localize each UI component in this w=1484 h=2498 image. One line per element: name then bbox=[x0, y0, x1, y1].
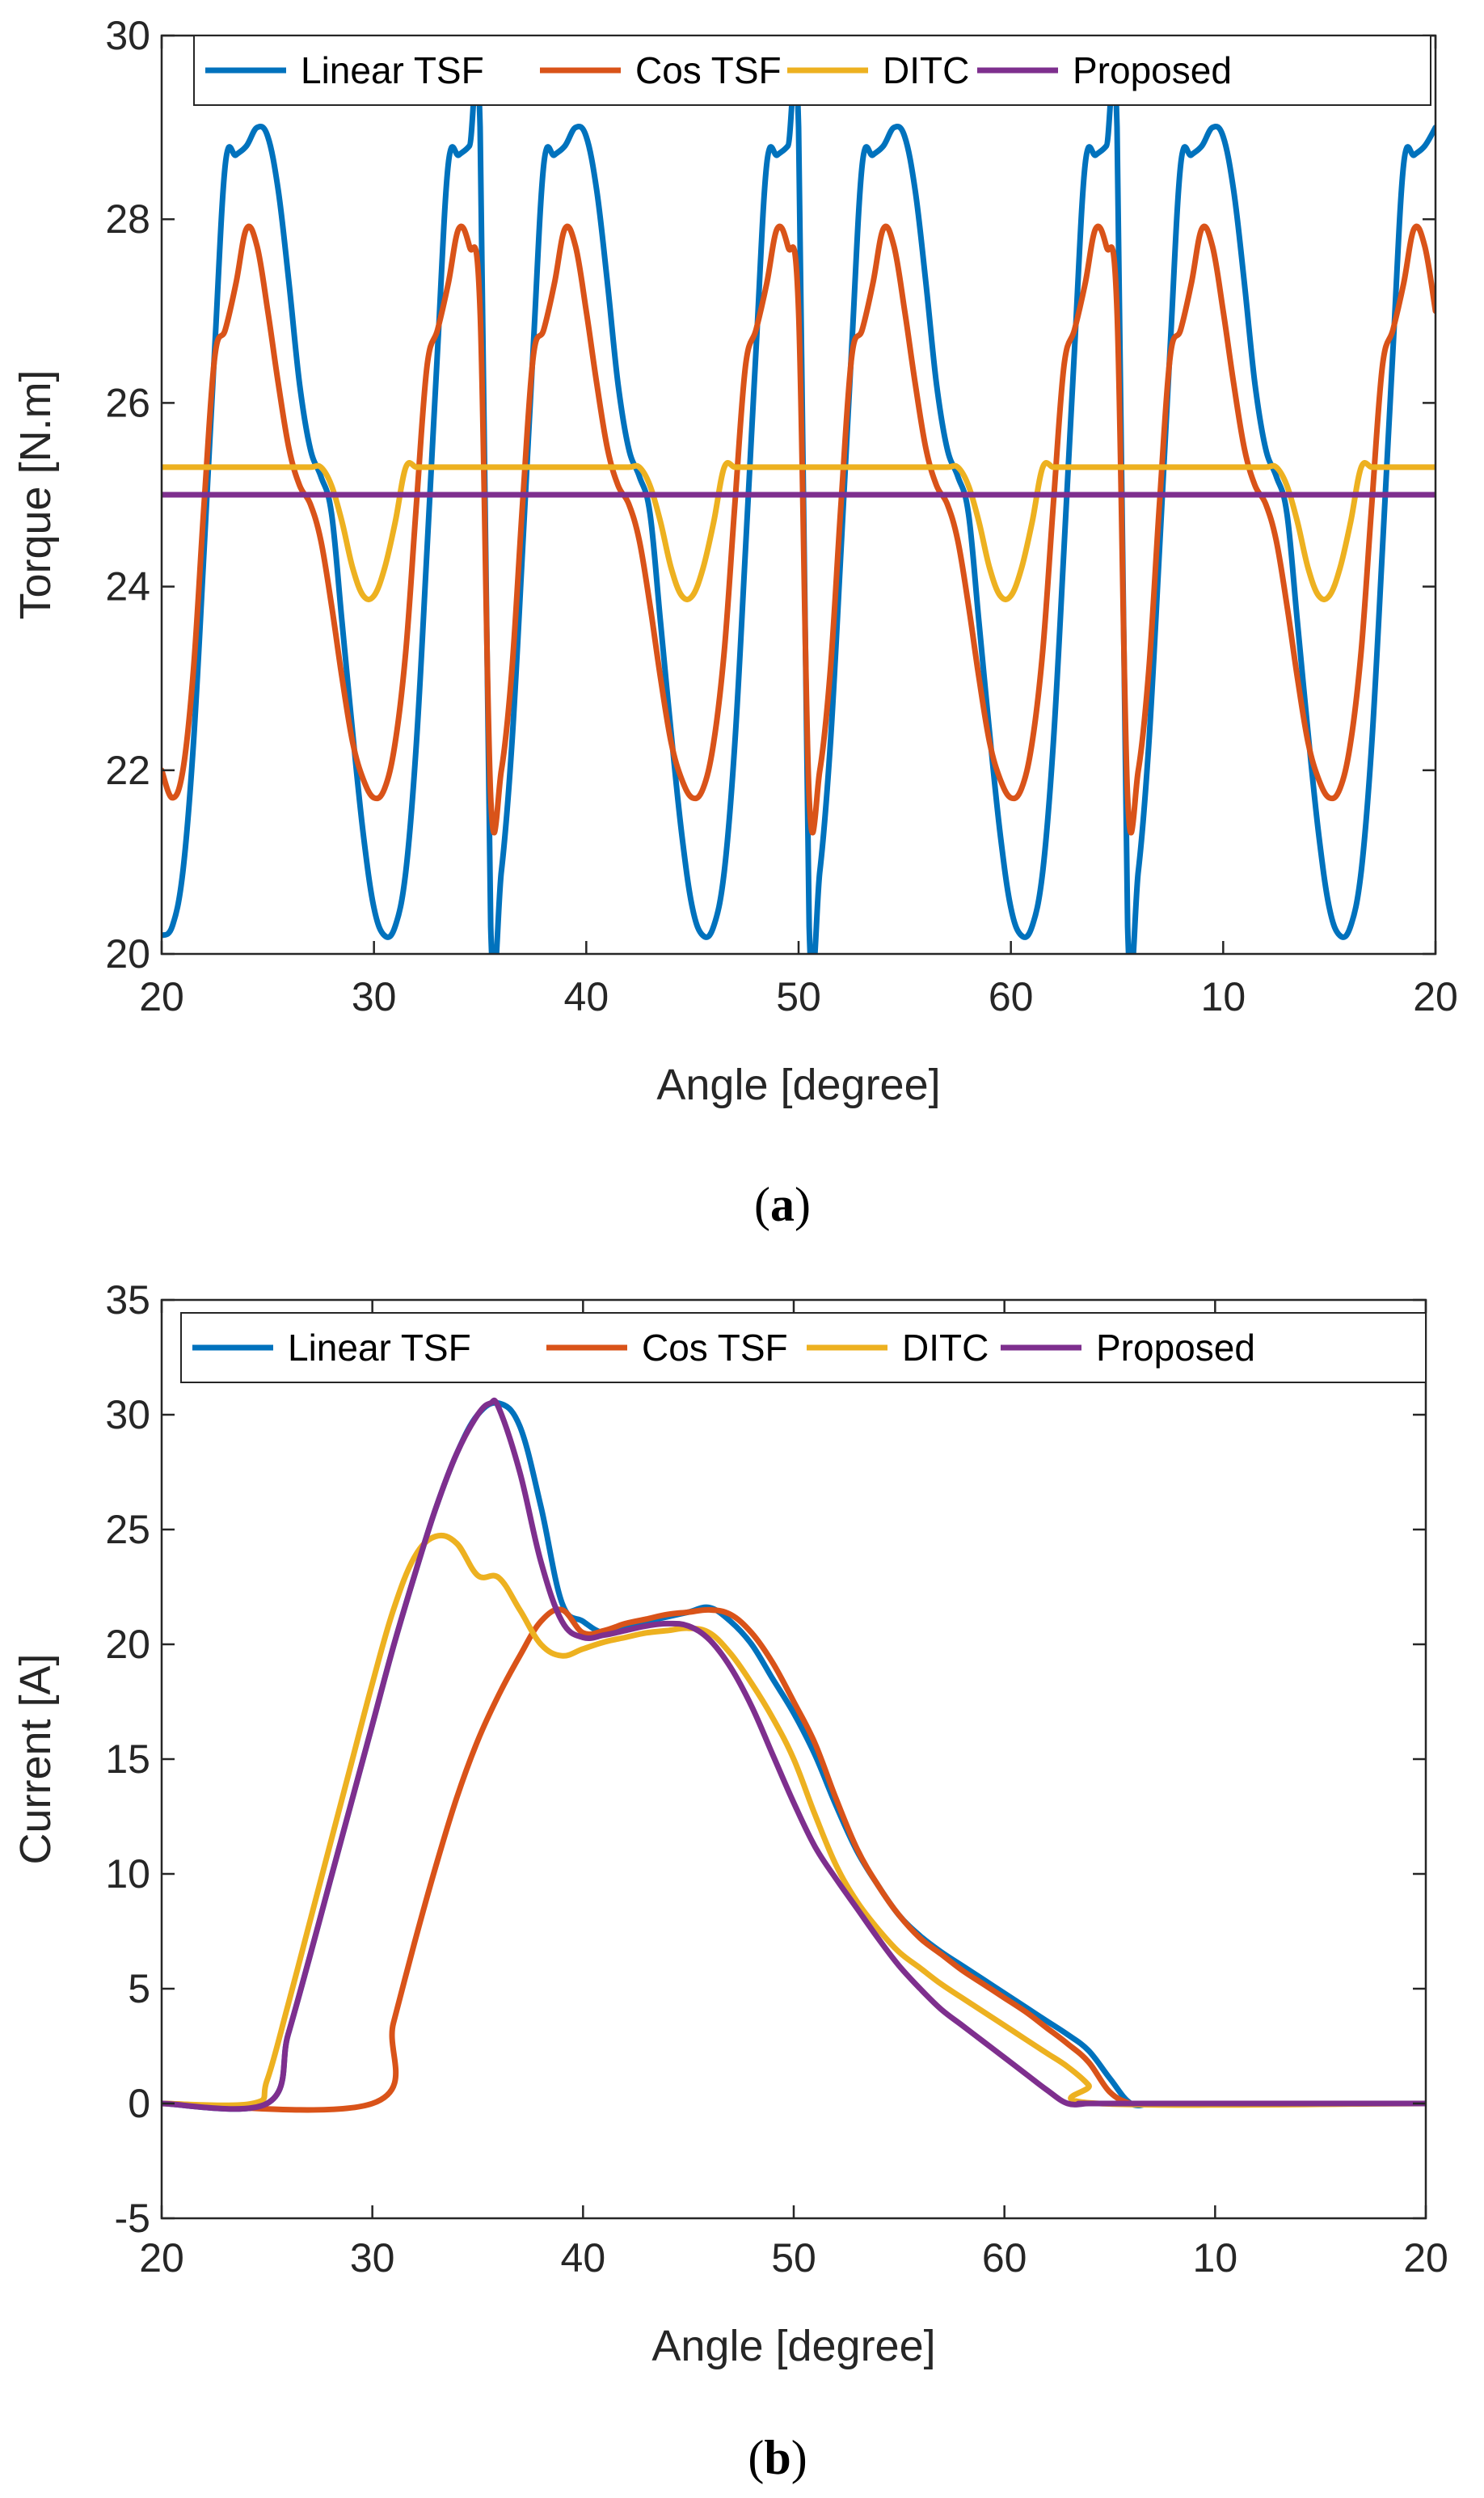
series-group bbox=[162, 65, 1436, 954]
x-tick-label: 20 bbox=[139, 974, 184, 1019]
y-tick-label: 22 bbox=[105, 748, 150, 793]
x-tick-label: 40 bbox=[564, 974, 609, 1019]
x-tick-label: 60 bbox=[989, 974, 1034, 1019]
legend-box bbox=[180, 1312, 1427, 1383]
y-tick-label: 35 bbox=[105, 1277, 150, 1323]
y-tick-label: 10 bbox=[105, 1851, 150, 1897]
caption-open: ( bbox=[748, 2431, 764, 2484]
caption-letter: b bbox=[764, 2431, 790, 2484]
panel-caption: (a) bbox=[754, 1178, 811, 1231]
legend-entry-proposed: Proposed bbox=[1096, 1327, 1255, 1369]
x-tick-label: 20 bbox=[139, 2235, 184, 2281]
series-group bbox=[162, 1397, 1426, 2113]
series-line-proposed bbox=[162, 1397, 1426, 2112]
x-tick-label: 60 bbox=[982, 2235, 1027, 2281]
series-line-cos bbox=[162, 1606, 1426, 2113]
legend-entry-linear: Linear TSF bbox=[301, 49, 484, 91]
y-axis-label: Current [A] bbox=[11, 1653, 60, 1864]
y-tick-label: 24 bbox=[105, 564, 150, 610]
legend-entry-cos: Cos TSF bbox=[642, 1327, 788, 1369]
legend-entry-cos: Cos TSF bbox=[635, 49, 782, 91]
series-line-ditc bbox=[162, 1532, 1426, 2108]
y-tick-label: 15 bbox=[105, 1736, 150, 1782]
caption-open: ( bbox=[754, 1178, 770, 1231]
caption-close: ) bbox=[795, 1178, 811, 1231]
legend-entry-ditc: DITC bbox=[883, 49, 969, 91]
y-tick-label: 30 bbox=[105, 13, 150, 58]
x-axis-label: Angle [degree] bbox=[651, 2322, 935, 2370]
x-tick-label: 20 bbox=[1413, 974, 1458, 1019]
x-tick-label: 10 bbox=[1193, 2235, 1238, 2281]
x-axis-label: Angle [degree] bbox=[656, 1061, 940, 1109]
panel-caption: (b) bbox=[748, 2431, 807, 2484]
y-tick-label: 5 bbox=[128, 1966, 150, 2011]
y-tick-label: 26 bbox=[105, 380, 150, 425]
y-tick-label: 25 bbox=[105, 1507, 150, 1552]
y-tick-label: 0 bbox=[128, 2081, 150, 2126]
y-tick-label: 30 bbox=[105, 1392, 150, 1437]
y-tick-label: 28 bbox=[105, 196, 150, 242]
x-tick-label: 30 bbox=[352, 974, 397, 1019]
legend-entry-proposed: Proposed bbox=[1073, 49, 1232, 91]
y-tick-label: -5 bbox=[115, 2196, 150, 2241]
x-tick-label: 30 bbox=[350, 2235, 395, 2281]
y-tick-label: 20 bbox=[105, 1622, 150, 1667]
x-tick-label: 40 bbox=[561, 2235, 606, 2281]
x-tick-label: 50 bbox=[771, 2235, 816, 2281]
series-line-ditc bbox=[162, 460, 1436, 603]
y-tick-label: 20 bbox=[105, 931, 150, 977]
legend-entry-ditc: DITC bbox=[902, 1327, 989, 1369]
caption-close: ) bbox=[791, 2431, 807, 2484]
y-axis-label: Torque [N.m] bbox=[11, 369, 60, 619]
x-tick-label: 20 bbox=[1403, 2235, 1448, 2281]
caption-letter: a bbox=[770, 1178, 795, 1231]
legend: Linear TSF Cos TSF DITC Proposed bbox=[193, 35, 1431, 106]
x-tick-label: 10 bbox=[1201, 974, 1246, 1019]
x-tick-label: 50 bbox=[776, 974, 821, 1019]
legend: Linear TSF Cos TSF DITC Proposed bbox=[180, 1312, 1427, 1383]
legend-entry-linear: Linear TSF bbox=[288, 1327, 471, 1369]
